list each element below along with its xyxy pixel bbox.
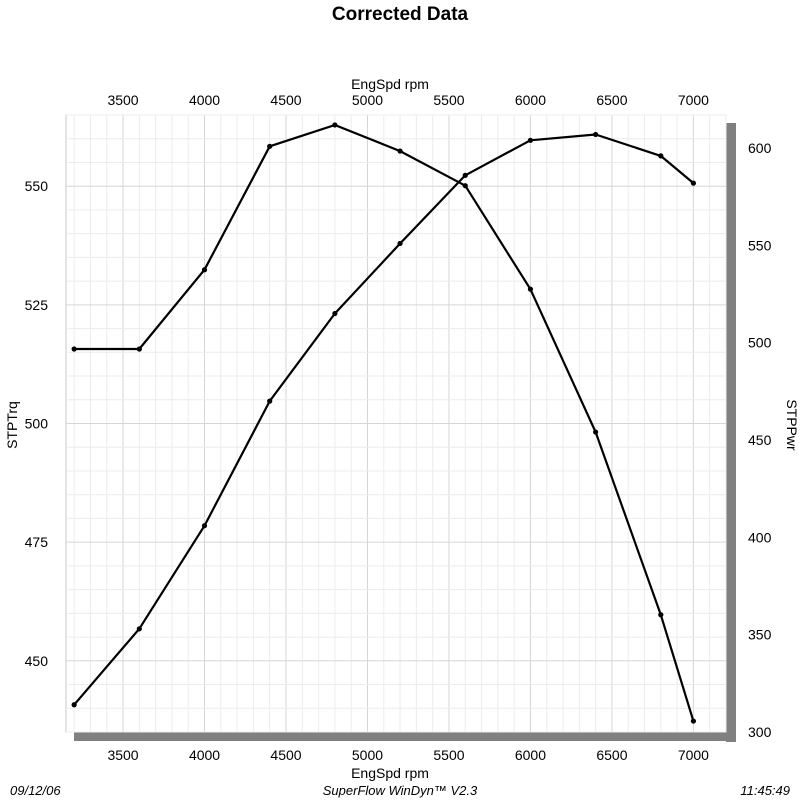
power-data-point (527, 137, 534, 143)
x-tick-label-bottom: 6000 (515, 747, 546, 763)
x-tick-label-top: 5000 (352, 92, 383, 108)
x-tick-label-bottom: 6500 (596, 747, 627, 763)
x-tick-label-bottom: 4000 (189, 747, 220, 763)
y-right-tick-label: 350 (748, 627, 772, 643)
footer-date: 09/12/06 (10, 783, 61, 798)
x-tick-label-bottom: 4500 (270, 747, 301, 763)
x-tick-label-top: 5500 (433, 92, 464, 108)
x-tick-label-top: 4500 (270, 92, 301, 108)
x-tick-label-bottom: 5000 (352, 747, 383, 763)
torque-data-point (71, 346, 77, 352)
y-right-tick-label: 500 (748, 335, 772, 351)
power-data-point (71, 702, 77, 708)
torque-data-point (658, 612, 664, 618)
plot-area: 3500 3500 4000 4000 4500 4500 5000 5000 5500 5500… (25, 92, 772, 763)
torque-data-point (267, 143, 273, 149)
footer-software-name: SuperFlow WinDyn™ V2.3 (322, 783, 478, 798)
power-data-point (690, 180, 697, 186)
power-data-point (201, 523, 208, 529)
torque-data-point (332, 122, 338, 128)
y-left-tick-label: 525 (25, 297, 49, 313)
chart-title: Corrected Data (332, 4, 469, 25)
footer-time: 11:45:49 (740, 783, 790, 798)
y-right-tick-label: 600 (748, 140, 772, 156)
x-tick-label-bottom: 7000 (678, 747, 709, 763)
x-tick-label-top: 7000 (678, 92, 709, 108)
power-data-point (332, 310, 338, 317)
x-tick-label-top: 6500 (596, 92, 627, 108)
power-data-point (267, 398, 273, 404)
y-right-tick-label: 450 (748, 432, 772, 448)
power-data-point (658, 153, 664, 159)
y-right-tick-label: 550 (748, 237, 772, 253)
torque-data-point (201, 267, 208, 273)
y-axis-label-left: STPTrq (4, 401, 20, 449)
y-axis-label-right: STPPwr (784, 399, 800, 451)
power-data-point (593, 131, 599, 138)
power-data-point (136, 626, 142, 632)
y-left-tick-label: 550 (25, 178, 49, 194)
x-tick-label-top: 6000 (515, 92, 546, 108)
torque-data-point (136, 346, 142, 352)
x-tick-label-top: 4000 (189, 92, 220, 108)
frame-shadow-right (726, 123, 736, 742)
power-data-point (462, 172, 468, 178)
x-tick-label-bottom: 5500 (433, 747, 464, 763)
y-right-tick-label: 400 (748, 529, 772, 545)
y-left-tick-label: 500 (25, 416, 49, 432)
torque-data-point (527, 286, 534, 292)
y-left-tick-label: 475 (25, 534, 49, 550)
y-left-tick-label: 450 (25, 653, 49, 669)
x-axis-label-top: EngSpd rpm (351, 76, 429, 92)
x-tick-label-top: 3500 (107, 92, 138, 108)
torque-data-point (690, 718, 697, 724)
frame-shadow-bottom (74, 732, 736, 741)
torque-data-point (397, 148, 403, 154)
x-tick-label-bottom: 3500 (107, 747, 138, 763)
torque-data-point (593, 429, 599, 435)
power-data-point (397, 240, 403, 247)
torque-data-point (462, 183, 468, 189)
x-axis-label-bottom: EngSpd rpm (351, 765, 429, 781)
y-right-tick-label: 300 (748, 724, 772, 740)
